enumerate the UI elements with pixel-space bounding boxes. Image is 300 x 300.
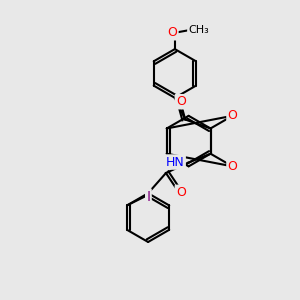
Text: HN: HN xyxy=(166,155,185,169)
Text: CH₃: CH₃ xyxy=(188,25,209,35)
Text: O: O xyxy=(167,26,177,39)
Text: O: O xyxy=(227,160,237,173)
Text: I: I xyxy=(146,190,150,203)
Text: O: O xyxy=(176,95,186,108)
Text: O: O xyxy=(227,109,237,122)
Text: O: O xyxy=(176,186,186,199)
